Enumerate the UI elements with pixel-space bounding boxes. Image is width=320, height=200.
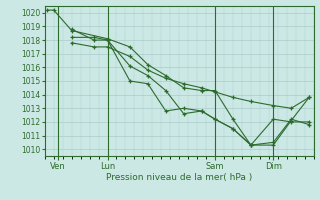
X-axis label: Pression niveau de la mer( hPa ): Pression niveau de la mer( hPa )	[106, 173, 252, 182]
